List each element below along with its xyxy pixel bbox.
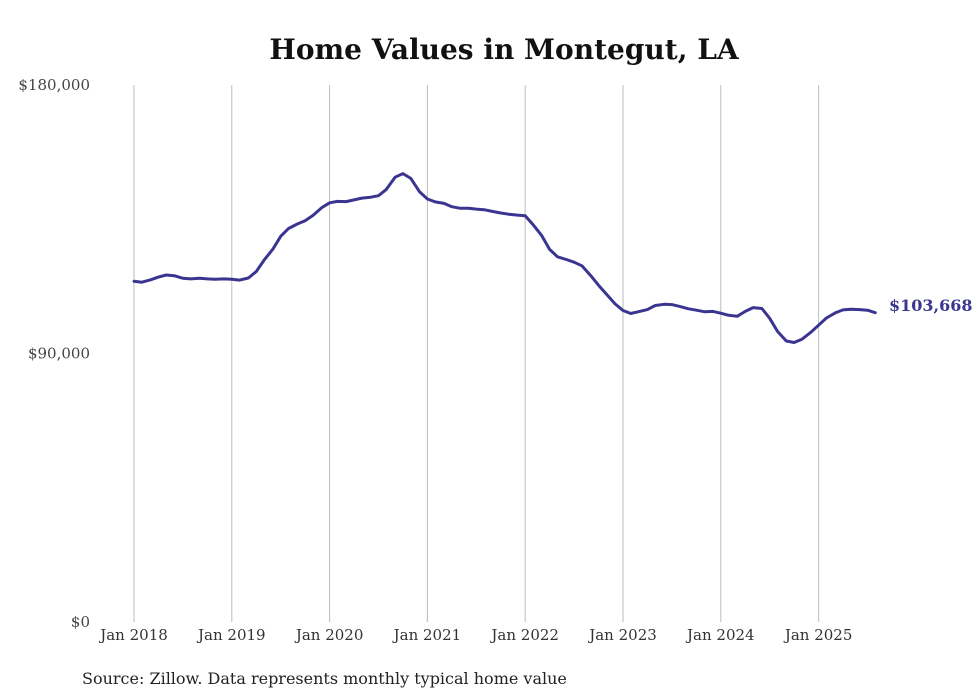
chart-title: Home Values in Montegut, LA	[269, 33, 740, 66]
x-axis: Jan 2018 Jan 2019 Jan 2020 Jan 2021 Jan 2022…	[98, 626, 852, 644]
x-tick-label: Jan 2019	[196, 626, 266, 644]
x-tick-label: Jan 2023	[587, 626, 657, 644]
y-tick-label: $180,000	[18, 76, 90, 94]
series-line-home-value	[132, 172, 877, 344]
y-axis: $180,000 $90,000 $0	[18, 76, 90, 631]
x-tick-label: Jan 2024	[685, 626, 755, 644]
x-tick-label: Jan 2025	[783, 626, 853, 644]
end-value-label: $103,668	[889, 296, 973, 315]
source-note: Source: Zillow. Data represents monthly …	[82, 669, 567, 688]
x-tick-label: Jan 2022	[489, 626, 559, 644]
x-tick-label: Jan 2020	[294, 626, 364, 644]
gridlines	[133, 85, 820, 622]
y-tick-label: $90,000	[28, 345, 90, 363]
y-tick-label: $0	[71, 613, 90, 631]
x-tick-label: Jan 2021	[392, 626, 462, 644]
x-tick-label: Jan 2018	[98, 626, 168, 644]
